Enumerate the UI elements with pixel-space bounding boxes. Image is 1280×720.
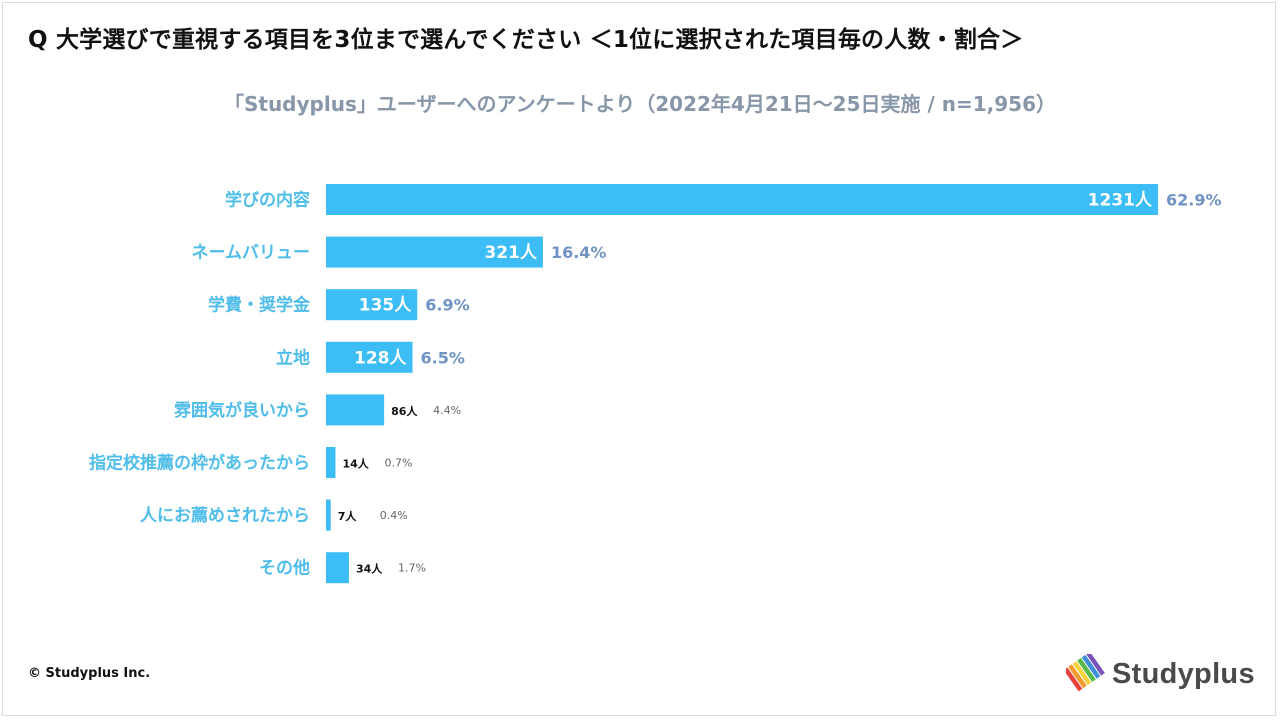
chart-subtitle: 「Studyplus」ユーザーへのアンケートより（2022年4月21日〜25日実… — [223, 92, 1056, 116]
percent-label: 0.7% — [384, 457, 412, 470]
studyplus-logo: Studyplus — [1066, 652, 1255, 696]
bar — [326, 289, 418, 321]
copyright-text: © Studyplus Inc. — [28, 666, 151, 681]
count-label: 135人 — [359, 296, 412, 316]
category-label: ネームバリュー — [192, 243, 311, 263]
percent-label: 0.4% — [380, 509, 408, 522]
count-label: 321人 — [484, 243, 537, 263]
count-label: 7人 — [338, 509, 358, 523]
count-label: 86人 — [391, 404, 418, 418]
bar — [326, 341, 413, 373]
percent-label: 1.7% — [398, 562, 426, 575]
category-label: その他 — [259, 558, 310, 579]
category-label: 雰囲気が良いから — [174, 400, 310, 421]
percent-label: 4.4% — [433, 404, 461, 417]
chart-title: Q 大学選びで重視する項目を3位まで選んでください ＜1位に選択された項目毎の人… — [28, 27, 1024, 53]
bar — [326, 447, 336, 478]
category-label: 指定校推薦の枠があったから — [89, 453, 310, 474]
bar — [326, 184, 1158, 215]
category-label: 学費・奨学金 — [208, 295, 311, 316]
bar — [326, 552, 349, 584]
count-label: 1231人 — [1088, 191, 1153, 211]
percent-label: 62.9% — [1166, 191, 1222, 210]
category-label: 人にお薦めされたから — [140, 505, 310, 526]
bar — [326, 236, 543, 268]
count-label: 34人 — [356, 562, 383, 576]
count-label: 128人 — [354, 348, 407, 368]
bar — [326, 499, 331, 531]
percent-label: 6.5% — [421, 348, 465, 367]
logo-text: Studyplus — [1112, 657, 1255, 690]
category-label: 立地 — [276, 347, 310, 368]
studyplus-pencils-icon — [1066, 654, 1105, 692]
percent-label: 6.9% — [425, 296, 469, 315]
bar — [326, 394, 385, 426]
count-label: 14人 — [342, 457, 369, 471]
percent-label: 16.4% — [551, 243, 607, 262]
category-label: 学びの内容 — [225, 190, 310, 211]
